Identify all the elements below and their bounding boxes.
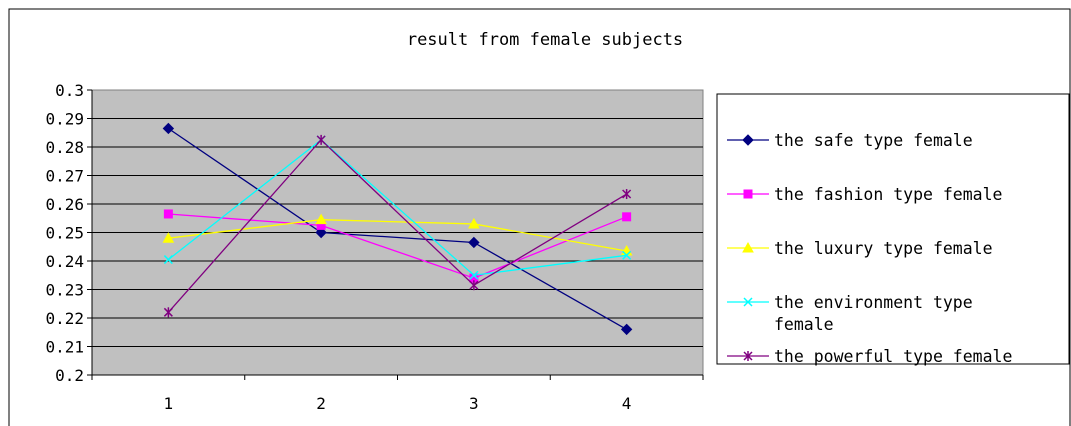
y-tick-label: 0.22: [45, 309, 84, 328]
x-tick-label: 1: [164, 394, 174, 413]
y-tick-label: 0.3: [55, 81, 84, 100]
legend-label: female: [774, 315, 834, 334]
data-point: [468, 217, 480, 229]
legend-label: the luxury type female: [774, 239, 993, 258]
legend-items: the safe type female the fashion type fem…: [727, 131, 1012, 366]
data-point: [622, 212, 632, 222]
data-point: [316, 134, 326, 145]
data-point: [315, 213, 327, 225]
x-tick-label: 3: [469, 394, 479, 413]
series-1: [162, 122, 633, 336]
y-tick-label: 0.27: [45, 167, 84, 186]
series-line: [167, 139, 627, 276]
series-layer: [162, 122, 633, 336]
data-point: [162, 122, 175, 135]
legend-label: the fashion type female: [774, 185, 1002, 204]
data-point: [162, 232, 175, 243]
y-axis: 0.2 0.21 0.22 0.23 0.24 0.25 0.26 0.27 0.28 0.29 0…: [45, 81, 93, 385]
data-point: [620, 323, 633, 336]
series-line: [167, 138, 627, 313]
data-point: [622, 189, 632, 200]
legend-item-1: the safe type female: [727, 131, 973, 150]
data-point: [468, 236, 480, 249]
legend-item-5: the powerful type female: [727, 347, 1012, 366]
y-tick-label: 0.21: [45, 338, 84, 357]
data-point: [469, 280, 479, 291]
x-tick-label: 2: [316, 394, 326, 413]
series-2: [163, 209, 632, 283]
legend-label: the powerful type female: [774, 347, 1012, 366]
data-point: [163, 209, 173, 219]
y-tick-label: 0.23: [45, 281, 84, 300]
series-line: [168, 219, 627, 252]
data-point: [622, 250, 632, 260]
y-tick-label: 0.24: [45, 252, 84, 271]
series-line: [168, 127, 627, 330]
y-tick-label: 0.29: [45, 110, 84, 129]
legend-marker: [743, 351, 753, 361]
legend-label: the environment type: [774, 293, 973, 312]
gridlines: [92, 118, 703, 347]
y-tick-label: 0.28: [45, 138, 84, 157]
x-axis: 1 2 3 4: [91, 374, 704, 413]
legend-marker: [743, 297, 753, 307]
legend-item-4: the environment type female: [727, 293, 973, 334]
legend-marker: [743, 189, 753, 199]
series-5: [163, 134, 632, 318]
y-tick-label: 0.2: [55, 366, 84, 385]
legend: [716, 93, 1070, 365]
chart-title: result from female subjects: [407, 30, 683, 50]
legend-marker: [742, 241, 754, 253]
data-point: [163, 255, 173, 265]
y-tick-label: 0.26: [45, 195, 84, 214]
data-point: [315, 226, 327, 239]
x-tick-label: 4: [622, 394, 632, 413]
y-tick-label: 0.25: [45, 224, 84, 243]
legend-item-3: the luxury type female: [727, 239, 993, 258]
series-line: [168, 213, 627, 279]
legend-item-2: the fashion type female: [727, 185, 1002, 204]
legend-label: the safe type female: [774, 131, 973, 150]
data-point: [469, 270, 479, 280]
data-point: [163, 307, 173, 318]
legend-marker: [742, 134, 754, 146]
